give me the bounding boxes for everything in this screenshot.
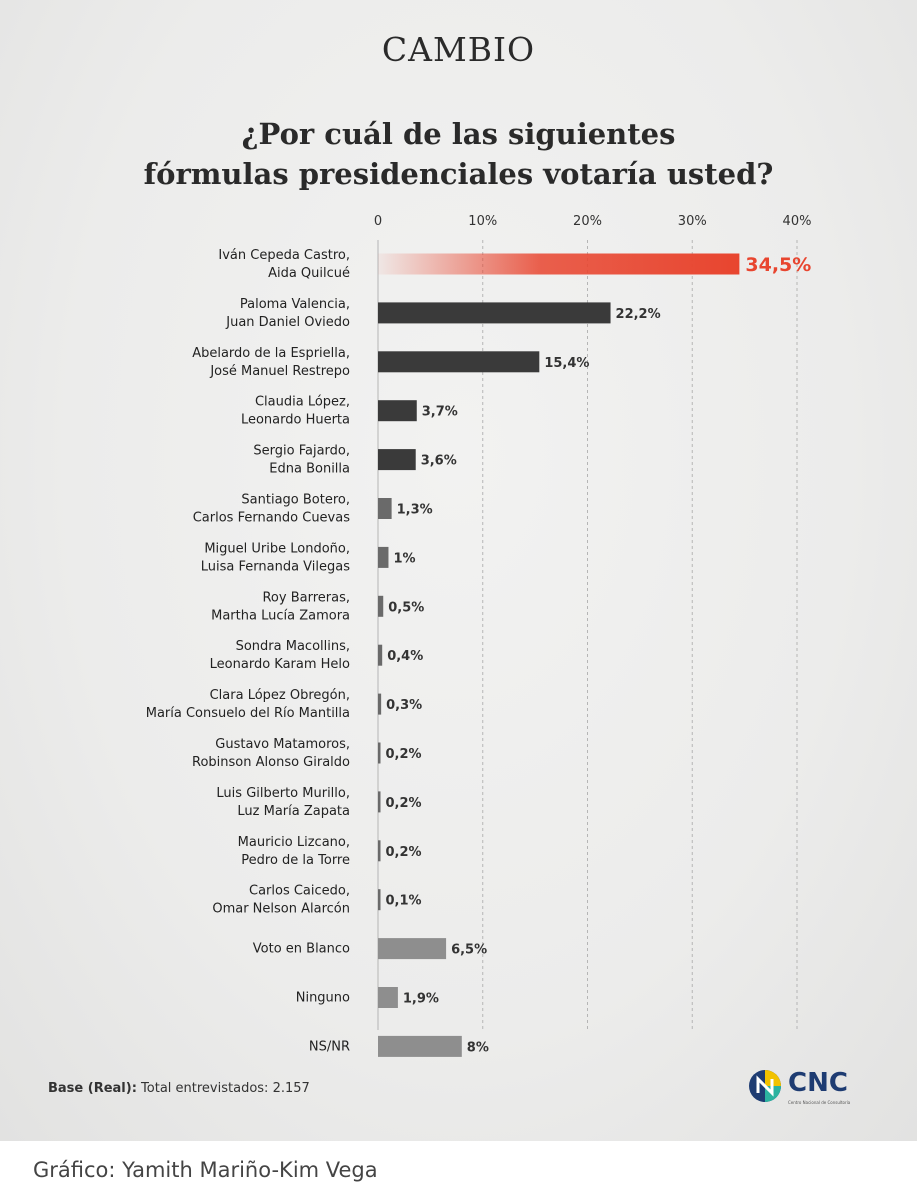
category-label: Iván Cepeda Castro, Aida Quilcué xyxy=(218,248,350,281)
data-label: 3,6% xyxy=(421,454,457,469)
data-label: 0,2% xyxy=(386,747,422,762)
category-label: Roy Barreras, Martha Lucía Zamora xyxy=(211,590,350,623)
x-tick-label: 20% xyxy=(573,214,602,229)
bar xyxy=(378,253,740,275)
bar xyxy=(378,938,447,960)
category-label: Paloma Valencia, Juan Daniel Oviedo xyxy=(225,297,350,330)
base-text: Total entrevistados: 2.157 xyxy=(141,1081,310,1096)
cnc-logo-subtitle: Centro Nacional de Consultoría xyxy=(788,1100,851,1105)
bar xyxy=(378,987,398,1008)
data-label: 1% xyxy=(393,551,415,566)
bar xyxy=(378,1035,462,1057)
x-tick-label: 40% xyxy=(783,214,812,229)
bar xyxy=(378,302,611,324)
bar xyxy=(378,742,381,764)
bar xyxy=(378,546,389,568)
bar xyxy=(378,351,540,373)
poster: CAMBIO ¿Por cuál de las siguientes fórmu… xyxy=(0,0,917,1141)
category-label: Ninguno xyxy=(296,991,350,1006)
chart-title-line2: fórmulas presidenciales votaría usted? xyxy=(143,157,774,191)
data-label: 0,3% xyxy=(386,698,422,713)
bar xyxy=(378,791,381,813)
category-label: Miguel Uribe Londoño, Luisa Fernanda Vile… xyxy=(201,541,350,574)
bar xyxy=(378,400,417,422)
cnc-logo-text: CNC xyxy=(788,1068,848,1098)
base-label: Base (Real): xyxy=(48,1081,137,1096)
data-label: 34,5% xyxy=(745,254,811,276)
x-tick-label: 0 xyxy=(374,214,382,229)
cnc-logo: CNC Centro Nacional de Consultoría xyxy=(748,1066,878,1110)
bar-chart: 0 10% 20% 30% 40% Iván Cepeda Castro, Aida Qu… xyxy=(146,214,812,1057)
base-note: Base (Real): Total entrevistados: 2.157 xyxy=(48,1081,310,1096)
cnc-logo-icon xyxy=(749,1070,781,1102)
bar xyxy=(378,889,381,911)
bar xyxy=(378,498,392,519)
credit-line: Gráfico: Yamith Mariño-Kim Vega xyxy=(33,1158,378,1182)
data-label: 6,5% xyxy=(451,943,487,958)
category-label: NS/NR xyxy=(309,1039,350,1054)
data-label: 1,9% xyxy=(403,992,439,1007)
bar xyxy=(378,840,381,862)
category-label: Voto en Blanco xyxy=(253,942,350,957)
category-label: Carlos Caicedo, Omar Nelson Alarcón xyxy=(212,884,350,917)
category-label: Mauricio Lizcano, Pedro de la Torre xyxy=(238,835,350,868)
chart-title-line1: ¿Por cuál de las siguientes xyxy=(241,117,676,151)
x-tick-label: 30% xyxy=(678,214,707,229)
data-label: 8% xyxy=(467,1040,489,1055)
x-tick-label: 10% xyxy=(468,214,497,229)
bar xyxy=(378,449,416,471)
category-label: Claudia López, Leonardo Huerta xyxy=(241,395,350,428)
bar xyxy=(378,693,382,715)
data-label: 0,2% xyxy=(386,796,422,811)
data-label: 3,7% xyxy=(422,405,458,420)
category-label: Sergio Fajardo, Edna Bonilla xyxy=(253,444,350,477)
bar xyxy=(378,644,383,666)
category-label: Gustavo Matamoros, Robinson Alonso Girald… xyxy=(192,737,350,770)
data-label: 0,2% xyxy=(386,845,422,860)
data-label: 1,3% xyxy=(397,503,433,518)
category-label: Clara López Obregón, María Consuelo del R… xyxy=(146,688,350,721)
brand-logo: CAMBIO xyxy=(381,30,536,69)
data-label: 0,4% xyxy=(387,649,423,664)
category-label: Abelardo de la Espriella, José Manuel Res… xyxy=(192,346,350,379)
data-label: 0,5% xyxy=(388,600,424,615)
category-label: Santiago Botero, Carlos Fernando Cuevas xyxy=(193,493,350,526)
category-label: Luis Gilberto Murillo, Luz María Zapata xyxy=(216,786,350,819)
data-label: 22,2% xyxy=(616,307,661,322)
bar xyxy=(378,595,384,617)
category-label: Sondra Macollins, Leonardo Karam Helo xyxy=(210,639,350,672)
data-label: 15,4% xyxy=(544,356,589,371)
data-label: 0,1% xyxy=(386,894,422,909)
